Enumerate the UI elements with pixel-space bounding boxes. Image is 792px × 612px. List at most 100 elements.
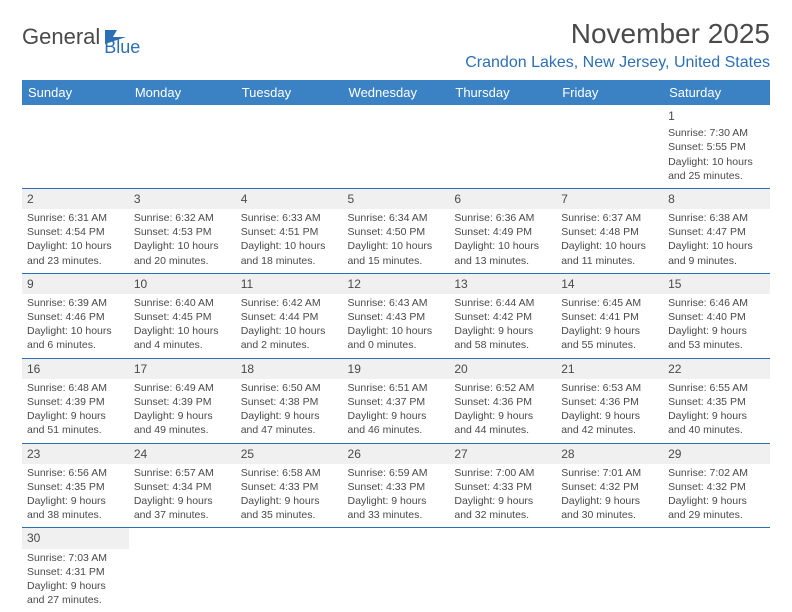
calendar-cell: 10Sunrise: 6:40 AMSunset: 4:45 PMDayligh…: [129, 273, 236, 358]
day-number: 8: [663, 189, 770, 209]
calendar-cell: 5Sunrise: 6:34 AMSunset: 4:50 PMDaylight…: [343, 188, 450, 273]
day-sunrise: Sunrise: 6:46 AM: [668, 296, 765, 310]
day-number: 24: [129, 444, 236, 464]
calendar-cell: [22, 105, 129, 188]
calendar-cell: 16Sunrise: 6:48 AMSunset: 4:39 PMDayligh…: [22, 358, 129, 443]
day-sunrise: Sunrise: 6:59 AM: [348, 466, 445, 480]
calendar-cell: 12Sunrise: 6:43 AMSunset: 4:43 PMDayligh…: [343, 273, 450, 358]
day-daylight1: Daylight: 9 hours: [348, 409, 445, 423]
day-daylight2: and 40 minutes.: [668, 423, 765, 437]
calendar-cell: 29 Sunrise: 7:02 AMSunset: 4:32 PMDayligh…: [663, 443, 770, 528]
day-sunset: Sunset: 4:53 PM: [134, 225, 231, 239]
day-daylight1: Daylight: 10 hours: [241, 239, 338, 253]
day-sunset: Sunset: 4:45 PM: [134, 310, 231, 324]
day-sunset: Sunset: 4:39 PM: [27, 395, 124, 409]
day-number: 14: [556, 274, 663, 294]
calendar-cell: 19Sunrise: 6:51 AMSunset: 4:37 PMDayligh…: [343, 358, 450, 443]
day-daylight1: Daylight: 10 hours: [454, 239, 551, 253]
day-daylight2: and 44 minutes.: [454, 423, 551, 437]
day-number: 15: [663, 274, 770, 294]
day-sunset: Sunset: 4:34 PM: [134, 480, 231, 494]
calendar-row: 1Sunrise: 7:30 AMSunset: 5:55 PMDaylight…: [22, 105, 770, 188]
calendar-row: 16Sunrise: 6:48 AMSunset: 4:39 PMDayligh…: [22, 358, 770, 443]
day-number: 21: [556, 359, 663, 379]
calendar-body: 1Sunrise: 7:30 AMSunset: 5:55 PMDaylight…: [22, 105, 770, 612]
day-daylight2: and 25 minutes.: [668, 169, 765, 183]
day-daylight1: Daylight: 10 hours: [27, 324, 124, 338]
day-sunset: Sunset: 4:36 PM: [561, 395, 658, 409]
weekday-header: Tuesday: [236, 80, 343, 105]
day-daylight2: and 0 minutes.: [348, 338, 445, 352]
calendar-cell: 2Sunrise: 6:31 AMSunset: 4:54 PMDaylight…: [22, 188, 129, 273]
day-daylight1: Daylight: 9 hours: [27, 409, 124, 423]
day-sunset: Sunset: 4:43 PM: [348, 310, 445, 324]
day-sunset: Sunset: 4:54 PM: [27, 225, 124, 239]
calendar-row: 9Sunrise: 6:39 AMSunset: 4:46 PMDaylight…: [22, 273, 770, 358]
calendar-row: 23Sunrise: 6:56 AMSunset: 4:35 PMDayligh…: [22, 443, 770, 528]
day-daylight1: Daylight: 9 hours: [134, 494, 231, 508]
day-daylight1: Daylight: 9 hours: [561, 324, 658, 338]
day-daylight2: and 11 minutes.: [561, 254, 658, 268]
day-number: 1: [668, 108, 765, 124]
day-sunrise: Sunrise: 7:01 AM: [561, 466, 658, 480]
day-sunset: Sunset: 4:33 PM: [241, 480, 338, 494]
day-sunset: Sunset: 4:36 PM: [454, 395, 551, 409]
day-daylight2: and 6 minutes.: [27, 338, 124, 352]
calendar-cell: 27Sunrise: 7:00 AMSunset: 4:33 PMDayligh…: [449, 443, 556, 528]
day-number: 29: [663, 444, 770, 464]
calendar-cell: [449, 528, 556, 612]
day-sunset: Sunset: 4:44 PM: [241, 310, 338, 324]
calendar-cell: 17Sunrise: 6:49 AMSunset: 4:39 PMDayligh…: [129, 358, 236, 443]
day-number: 10: [129, 274, 236, 294]
day-daylight1: Daylight: 10 hours: [668, 239, 765, 253]
day-daylight1: Daylight: 10 hours: [134, 239, 231, 253]
day-number: 3: [129, 189, 236, 209]
day-number: 5: [343, 189, 450, 209]
calendar-cell: [343, 528, 450, 612]
day-daylight1: Daylight: 9 hours: [241, 494, 338, 508]
day-daylight1: Daylight: 9 hours: [348, 494, 445, 508]
calendar-cell: 8Sunrise: 6:38 AMSunset: 4:47 PMDaylight…: [663, 188, 770, 273]
day-sunset: Sunset: 4:35 PM: [27, 480, 124, 494]
calendar-cell: [449, 105, 556, 188]
day-daylight1: Daylight: 10 hours: [561, 239, 658, 253]
day-number: 4: [236, 189, 343, 209]
day-sunset: Sunset: 4:32 PM: [668, 480, 765, 494]
day-daylight2: and 53 minutes.: [668, 338, 765, 352]
day-number: 18: [236, 359, 343, 379]
day-daylight1: Daylight: 10 hours: [348, 324, 445, 338]
day-number: 9: [22, 274, 129, 294]
calendar-cell: [236, 528, 343, 612]
day-sunrise: Sunrise: 6:36 AM: [454, 211, 551, 225]
day-sunrise: Sunrise: 7:02 AM: [668, 466, 765, 480]
day-daylight1: Daylight: 10 hours: [348, 239, 445, 253]
weekday-header: Sunday: [22, 80, 129, 105]
calendar-cell: 9Sunrise: 6:39 AMSunset: 4:46 PMDaylight…: [22, 273, 129, 358]
day-sunrise: Sunrise: 6:49 AM: [134, 381, 231, 395]
weekday-header: Wednesday: [343, 80, 450, 105]
day-daylight2: and 30 minutes.: [561, 508, 658, 522]
day-daylight2: and 49 minutes.: [134, 423, 231, 437]
day-sunrise: Sunrise: 6:33 AM: [241, 211, 338, 225]
day-sunset: Sunset: 4:46 PM: [27, 310, 124, 324]
day-sunrise: Sunrise: 6:57 AM: [134, 466, 231, 480]
day-sunset: Sunset: 4:49 PM: [454, 225, 551, 239]
day-number: 19: [343, 359, 450, 379]
header: General Blue November 2025 Crandon Lakes…: [22, 18, 770, 72]
day-daylight2: and 42 minutes.: [561, 423, 658, 437]
calendar-cell: 11Sunrise: 6:42 AMSunset: 4:44 PMDayligh…: [236, 273, 343, 358]
calendar-cell: [556, 528, 663, 612]
location-subtitle: Crandon Lakes, New Jersey, United States: [465, 54, 770, 72]
day-daylight1: Daylight: 9 hours: [241, 409, 338, 423]
title-block: November 2025 Crandon Lakes, New Jersey,…: [465, 18, 770, 72]
day-number: 23: [22, 444, 129, 464]
day-sunrise: Sunrise: 6:44 AM: [454, 296, 551, 310]
day-daylight1: Daylight: 9 hours: [454, 324, 551, 338]
day-sunrise: Sunrise: 6:48 AM: [27, 381, 124, 395]
day-sunset: Sunset: 4:31 PM: [27, 565, 124, 579]
day-daylight1: Daylight: 9 hours: [668, 494, 765, 508]
day-number: 6: [449, 189, 556, 209]
calendar-cell: 24 Sunrise: 6:57 AMSunset: 4:34 PMDayligh…: [129, 443, 236, 528]
day-daylight1: Daylight: 9 hours: [561, 409, 658, 423]
day-number: 22: [663, 359, 770, 379]
